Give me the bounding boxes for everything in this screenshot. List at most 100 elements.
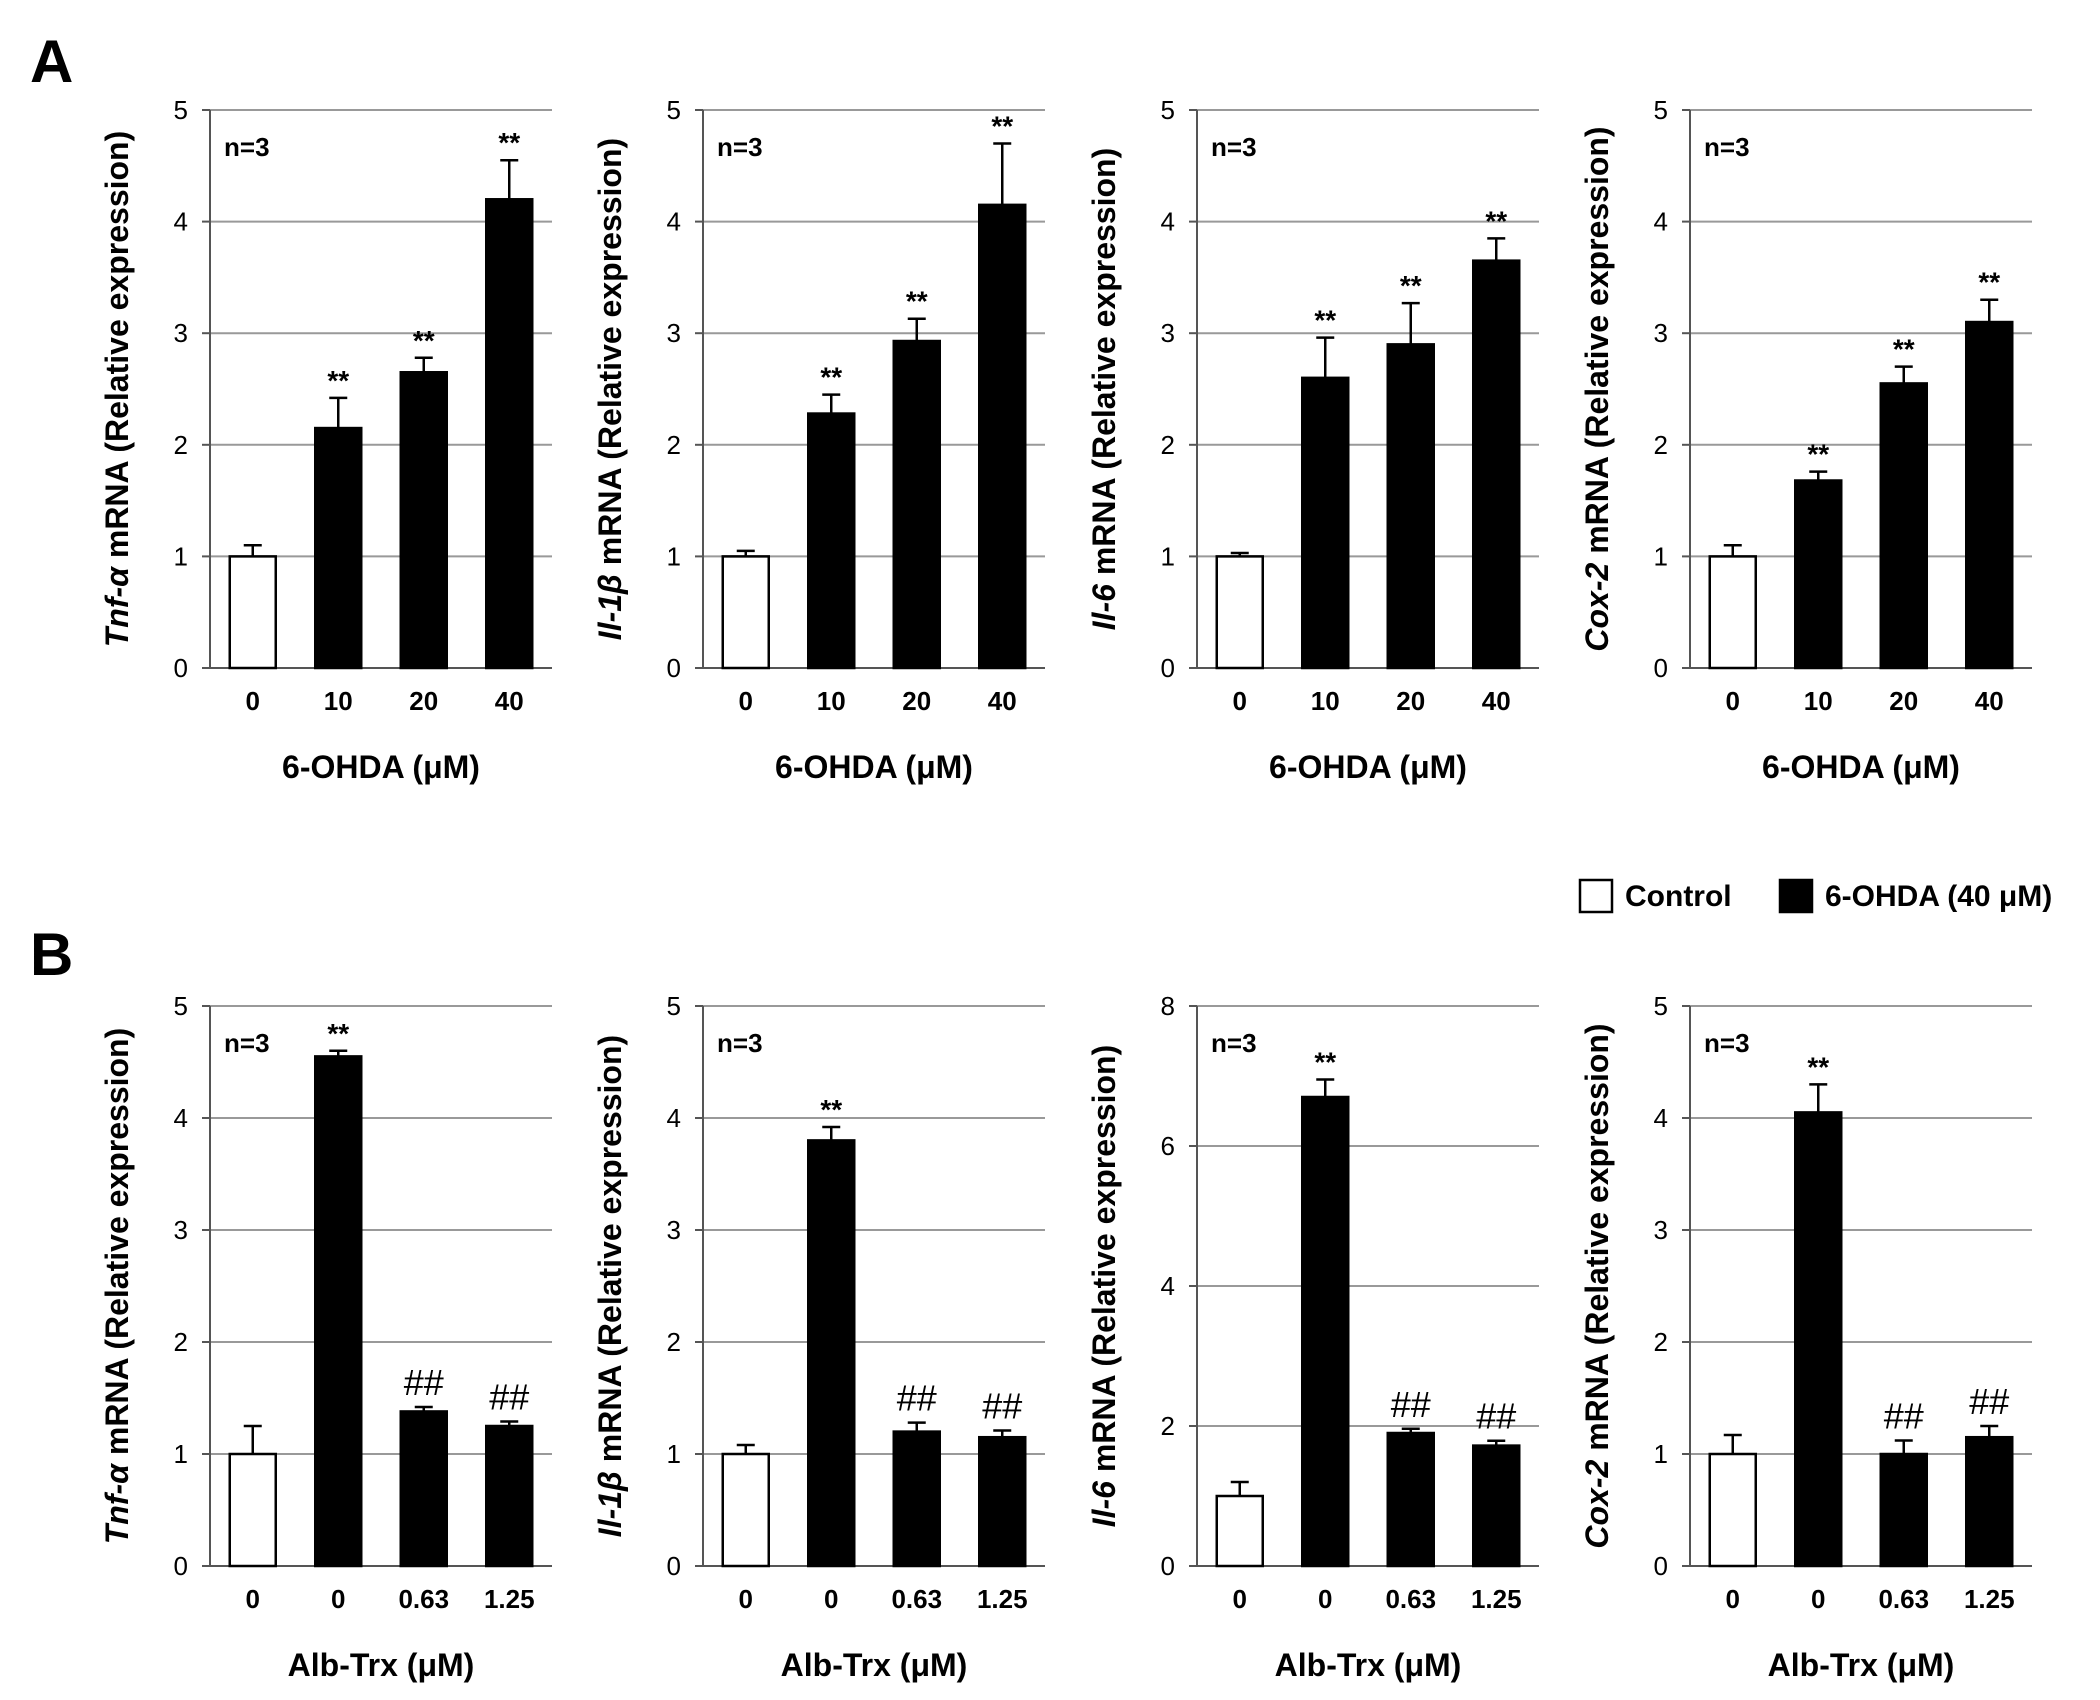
- legend: Control 6-OHDA (40 μM): [1578, 878, 2052, 914]
- chart-b-1: 0 1 2 3 4 5 0 0 ** 0.63 ## 1.25 ## n=3 Alb-Trx (μM) Tnf…: [99, 991, 552, 1683]
- y-axis-title-gene: Cox-2: [1579, 1459, 1615, 1548]
- x-tick-label: 0: [1726, 1584, 1740, 1614]
- y-axis-title: Il-1β mRNA (Relative expression): [592, 1035, 628, 1537]
- x-tick-label: 0.63: [1385, 1584, 1436, 1614]
- chart-a-1: 0 1 2 3 4 5 0 10 ** 20 ** 40 ** n=3 6-OHDA (μM) Tnf-α m…: [99, 95, 552, 785]
- significance-label: **: [413, 325, 435, 356]
- bar: [892, 339, 941, 670]
- x-tick-label: 0: [739, 686, 753, 716]
- y-axis-title-gene: Tnf-α: [99, 566, 135, 647]
- y-tick-label: 4: [1654, 1103, 1668, 1133]
- x-tick-label: 1.25: [977, 1584, 1028, 1614]
- n-label: n=3: [1704, 132, 1750, 162]
- x-tick-label: 0: [739, 1584, 753, 1614]
- x-tick-label: 40: [1975, 686, 2004, 716]
- bar: [807, 412, 856, 670]
- y-axis-title: Tnf-α mRNA (Relative expression): [99, 131, 135, 648]
- y-tick-label: 1: [667, 1439, 681, 1469]
- y-axis-title-unit: mRNA (Relative expression): [1086, 1045, 1122, 1481]
- bar: [978, 1435, 1027, 1568]
- x-tick-label: 0: [246, 686, 260, 716]
- x-tick-label: 20: [902, 686, 931, 716]
- y-tick-label: 4: [1161, 1271, 1175, 1301]
- y-tick-label: 2: [1161, 430, 1175, 460]
- bar: [807, 1139, 856, 1568]
- y-tick-label: 4: [667, 1103, 681, 1133]
- y-tick-label: 0: [667, 1551, 681, 1581]
- x-axis-title: 6-OHDA (μM): [1269, 749, 1467, 785]
- x-tick-label: 1.25: [1964, 1584, 2015, 1614]
- y-axis-title: Tnf-α mRNA (Relative expression): [99, 1028, 135, 1545]
- y-axis-title: Il-1β mRNA (Relative expression): [592, 138, 628, 640]
- y-tick-label: 1: [1654, 541, 1668, 571]
- bar: [485, 1424, 534, 1568]
- bar: [1301, 1095, 1350, 1568]
- n-label: n=3: [224, 132, 270, 162]
- x-tick-label: 40: [495, 686, 524, 716]
- x-tick-label: 10: [324, 686, 353, 716]
- x-tick-label: 0: [1726, 686, 1740, 716]
- y-axis-title-gene: Cox-2: [1579, 562, 1615, 651]
- y-tick-label: 4: [174, 1103, 188, 1133]
- y-tick-label: 4: [174, 207, 188, 237]
- y-tick-label: 0: [667, 653, 681, 683]
- significance-label: ##: [1969, 1381, 2009, 1422]
- bar: [1472, 259, 1521, 670]
- x-tick-label: 0.63: [398, 1584, 449, 1614]
- significance-label: **: [991, 110, 1013, 141]
- y-axis-title: Cox-2 mRNA (Relative expression): [1579, 126, 1615, 651]
- y-tick-label: 5: [174, 95, 188, 125]
- significance-label: **: [1893, 334, 1915, 365]
- y-tick-label: 3: [1654, 318, 1668, 348]
- x-tick-label: 40: [988, 686, 1017, 716]
- chart-b-2: 0 1 2 3 4 5 0 0 ** 0.63 ## 1.25 ## n=3 Alb-Trx (μM) Il-…: [592, 991, 1045, 1683]
- legend-swatch-treated: [1778, 878, 1814, 914]
- bar: [721, 555, 770, 670]
- chart-a-4: 0 1 2 3 4 5 0 10 ** 20 ** 40 ** n=3 6-OHDA (μM) Cox-2 m…: [1579, 95, 2032, 785]
- x-tick-label: 20: [1889, 686, 1918, 716]
- significance-label: **: [1807, 1051, 1829, 1082]
- x-tick-label: 10: [817, 686, 846, 716]
- y-tick-label: 2: [667, 430, 681, 460]
- panel-label-a: A: [30, 28, 73, 95]
- bar: [1794, 479, 1843, 670]
- y-tick-label: 0: [174, 653, 188, 683]
- significance-label: **: [1314, 1047, 1336, 1078]
- bar: [1965, 1435, 2014, 1568]
- y-tick-label: 4: [1161, 207, 1175, 237]
- y-tick-label: 2: [1654, 430, 1668, 460]
- y-tick-label: 1: [174, 1439, 188, 1469]
- y-axis-title-unit: mRNA (Relative expression): [1086, 148, 1122, 584]
- y-tick-label: 2: [1654, 1327, 1668, 1357]
- y-axis-title: Cox-2 mRNA (Relative expression): [1579, 1023, 1615, 1548]
- y-tick-label: 5: [1654, 991, 1668, 1021]
- significance-label: **: [327, 365, 349, 396]
- y-axis-title-unit: mRNA (Relative expression): [1579, 126, 1615, 562]
- significance-label: ##: [1476, 1396, 1516, 1437]
- n-label: n=3: [1211, 1028, 1257, 1058]
- bar: [1301, 376, 1350, 670]
- x-tick-label: 0: [246, 1584, 260, 1614]
- significance-label: **: [498, 127, 520, 158]
- x-tick-label: 20: [1396, 686, 1425, 716]
- y-axis-title: Il-6 mRNA (Relative expression): [1086, 148, 1122, 631]
- y-tick-label: 2: [174, 430, 188, 460]
- bar: [1386, 1431, 1435, 1568]
- y-tick-label: 3: [174, 318, 188, 348]
- bar: [1386, 343, 1435, 670]
- significance-label: ##: [897, 1378, 937, 1419]
- y-tick-label: 5: [1654, 95, 1668, 125]
- x-tick-label: 0.63: [891, 1584, 942, 1614]
- bar: [314, 1055, 363, 1568]
- y-tick-label: 2: [174, 1327, 188, 1357]
- bar: [978, 203, 1027, 670]
- y-tick-label: 5: [174, 991, 188, 1021]
- y-tick-label: 1: [667, 541, 681, 571]
- y-tick-label: 4: [1654, 207, 1668, 237]
- y-tick-label: 8: [1161, 991, 1175, 1021]
- y-tick-label: 5: [667, 95, 681, 125]
- bar: [721, 1452, 770, 1568]
- y-tick-label: 4: [667, 207, 681, 237]
- y-tick-label: 1: [1161, 541, 1175, 571]
- n-label: n=3: [224, 1028, 270, 1058]
